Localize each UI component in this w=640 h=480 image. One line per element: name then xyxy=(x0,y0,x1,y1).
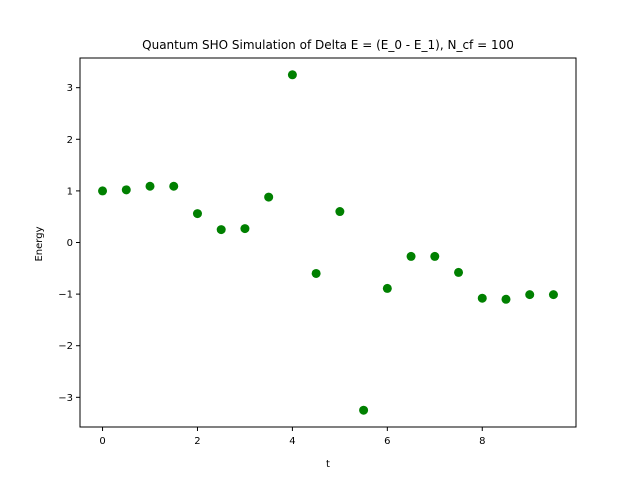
data-point xyxy=(359,405,369,415)
y-tick-label: 1 xyxy=(67,186,73,197)
data-point xyxy=(287,70,297,80)
data-point xyxy=(311,268,321,278)
data-point xyxy=(525,290,535,300)
plot-frame xyxy=(79,57,577,428)
x-axis: 0 2 4 6 8 xyxy=(99,427,485,447)
x-tick-label: 8 xyxy=(479,436,485,447)
data-point xyxy=(121,185,131,195)
data-point xyxy=(477,293,487,303)
data-point xyxy=(240,224,250,234)
x-tick-label: 6 xyxy=(384,436,390,447)
y-tick-label: −3 xyxy=(58,393,73,404)
data-point xyxy=(382,283,392,293)
y-tick-label: 0 xyxy=(67,238,73,249)
x-axis-label: t xyxy=(326,459,330,470)
data-point xyxy=(192,209,202,219)
x-tick-label: 2 xyxy=(194,436,200,447)
y-axis-label: Energy xyxy=(34,226,45,261)
data-point xyxy=(430,251,440,261)
data-point xyxy=(501,294,511,304)
y-tick-label: 3 xyxy=(67,83,73,94)
data-point xyxy=(98,186,108,196)
data-point xyxy=(145,181,155,191)
y-tick-label: −2 xyxy=(58,341,73,352)
data-point xyxy=(169,181,179,191)
data-point xyxy=(454,267,464,277)
chart-title: Quantum SHO Simulation of Delta E = (E_0… xyxy=(142,38,514,52)
y-tick-label: −1 xyxy=(58,290,73,301)
x-tick-label: 0 xyxy=(99,436,105,447)
y-tick-label: 2 xyxy=(67,135,73,146)
plot-area xyxy=(79,57,577,428)
y-axis: −3 −2 −1 0 1 2 3 xyxy=(58,83,80,404)
data-point xyxy=(216,225,226,235)
data-point xyxy=(406,251,416,261)
data-point xyxy=(548,290,558,300)
data-point xyxy=(264,192,274,202)
data-point xyxy=(335,207,345,217)
x-tick-label: 4 xyxy=(289,436,295,447)
